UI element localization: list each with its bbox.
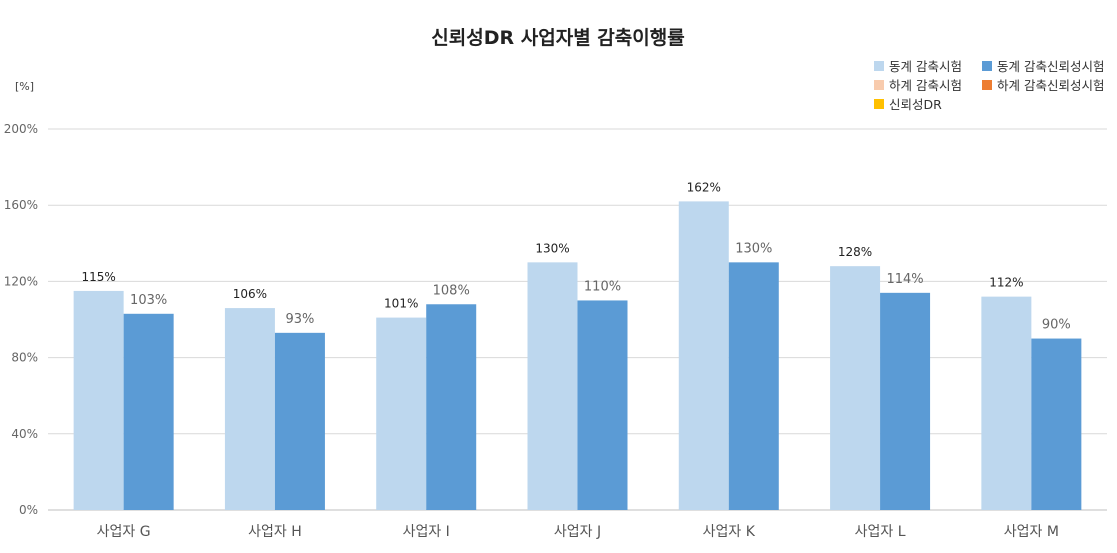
bar-winter-test bbox=[73, 290, 124, 510]
data-label: 103% bbox=[130, 293, 167, 308]
x-category-label: 사업자 L bbox=[855, 524, 906, 540]
data-label: 115% bbox=[81, 270, 115, 284]
legend-label: 신뢰성DR bbox=[889, 97, 942, 112]
x-category-label: 사업자 G bbox=[97, 524, 151, 540]
bar-winter-reliability-test bbox=[274, 332, 325, 510]
y-tick-label: 160% bbox=[4, 198, 38, 212]
legend-label: 동계 감축신뢰성시험 bbox=[997, 59, 1104, 74]
bar-winter-test bbox=[830, 266, 881, 510]
bar-winter-reliability-test bbox=[426, 304, 477, 510]
legend-label: 하계 감축시험 bbox=[889, 78, 962, 93]
data-label: 128% bbox=[838, 245, 872, 259]
x-category-label: 사업자 M bbox=[1004, 524, 1059, 540]
bars bbox=[73, 201, 1082, 510]
legend-label: 동계 감축시험 bbox=[889, 59, 962, 74]
bar-winter-reliability-test bbox=[1031, 338, 1082, 510]
data-label: 108% bbox=[433, 283, 470, 298]
data-label: 130% bbox=[535, 241, 569, 255]
y-tick-label: 40% bbox=[11, 427, 38, 441]
bar-winter-test bbox=[678, 201, 729, 510]
bar-winter-test bbox=[527, 262, 578, 510]
data-labels: 115% 103% 106% 93% 101% 108% 130% 110% 162% 130% 1… bbox=[81, 180, 1070, 332]
y-tick-label: 80% bbox=[11, 351, 38, 365]
y-tick-label: 0% bbox=[19, 503, 38, 517]
y-tick-label: 200% bbox=[4, 122, 38, 136]
data-label: 90% bbox=[1042, 318, 1071, 333]
y-unit-label: [%] bbox=[15, 80, 34, 93]
legend-swatch bbox=[982, 61, 992, 71]
legend-label: 하계 감축신뢰성시험 bbox=[997, 78, 1104, 93]
bar-winter-test bbox=[224, 308, 275, 510]
y-tick-label: 120% bbox=[4, 274, 38, 288]
bar-winter-reliability-test bbox=[577, 300, 628, 510]
bar-winter-test bbox=[981, 296, 1032, 510]
bar-winter-reliability-test bbox=[123, 313, 174, 510]
data-label: 106% bbox=[233, 287, 267, 301]
legend-swatch bbox=[874, 61, 884, 71]
x-category-label: 사업자 K bbox=[703, 524, 756, 540]
legend-swatch bbox=[874, 80, 884, 90]
x-category-label: 사업자 J bbox=[554, 524, 601, 540]
legend-swatch bbox=[982, 80, 992, 90]
x-category-label: 사업자 H bbox=[248, 524, 302, 540]
bar-winter-test bbox=[376, 317, 427, 510]
data-label: 110% bbox=[584, 279, 621, 294]
data-label: 114% bbox=[886, 272, 923, 287]
bar-winter-reliability-test bbox=[728, 262, 779, 510]
y-axis-ticks: 0% 40% 80% 120% 160% 200% bbox=[4, 122, 38, 517]
bar-winter-reliability-test bbox=[880, 292, 931, 510]
legend-swatch bbox=[874, 99, 884, 109]
data-label: 112% bbox=[989, 276, 1023, 290]
data-label: 130% bbox=[735, 241, 772, 256]
data-label: 93% bbox=[285, 312, 314, 327]
data-label: 101% bbox=[384, 297, 418, 311]
x-axis-categories: 사업자 G 사업자 H 사업자 I 사업자 J 사업자 K 사업자 L 사업자 M bbox=[97, 524, 1059, 540]
x-category-label: 사업자 I bbox=[403, 524, 450, 540]
data-label: 162% bbox=[687, 180, 721, 194]
chart-title: 신뢰성DR 사업자별 감축이행률 bbox=[431, 27, 684, 49]
